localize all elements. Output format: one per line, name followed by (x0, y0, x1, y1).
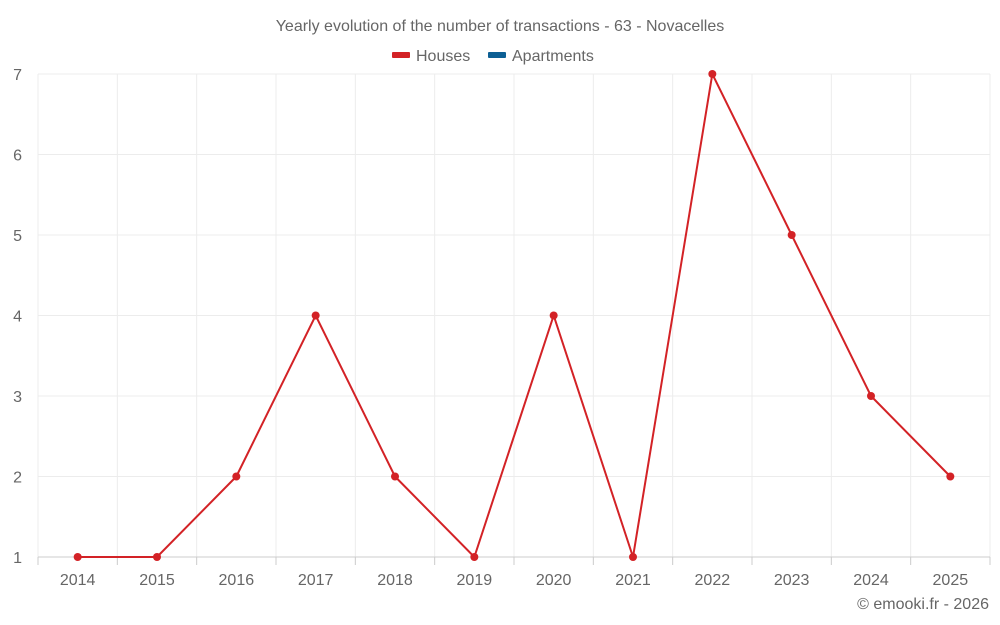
x-tick-label: 2014 (60, 572, 96, 589)
data-point-houses-2016[interactable] (232, 472, 241, 481)
credit-text: © emooki.fr - 2026 (857, 596, 989, 613)
y-tick-label: 7 (13, 67, 22, 84)
x-tick-label: 2020 (536, 572, 572, 589)
axes (37, 556, 991, 565)
data-point-houses-2019[interactable] (470, 553, 479, 561)
data-point-houses-2020[interactable] (549, 311, 558, 320)
y-tick-label: 3 (13, 389, 22, 406)
data-point-houses-2017[interactable] (311, 311, 320, 320)
grid (37, 73, 991, 557)
x-tick-label: 2017 (298, 572, 334, 589)
x-tick-label: 2022 (695, 572, 731, 589)
data-point-houses-2021[interactable] (629, 553, 637, 561)
y-tick-label: 1 (13, 550, 22, 567)
data-point-houses-2023[interactable] (787, 231, 796, 239)
x-tick-label: 2021 (615, 572, 651, 589)
legend-item-houses[interactable]: Houses (392, 48, 470, 65)
legend-label-apartments: Apartments (512, 48, 594, 65)
x-tick-label: 2019 (457, 572, 493, 589)
data-point-houses-2015[interactable] (153, 553, 161, 561)
legend-swatch-houses (392, 52, 410, 58)
x-tick-labels: 2014 2015 2016 2017 2018 2019 2020 2021 2022 2023… (60, 572, 968, 589)
y-tick-label: 5 (13, 228, 22, 245)
data-point-houses-2018[interactable] (391, 472, 399, 481)
legend-swatch-apartments (488, 52, 506, 58)
y-tick-labels: 1 2 3 4 5 6 7 (13, 67, 22, 567)
series-line-houses (77, 70, 952, 559)
x-tick-label: 2024 (853, 572, 889, 589)
data-point-houses-2022[interactable] (708, 70, 717, 78)
x-tick-label: 2025 (933, 572, 969, 589)
series (73, 70, 955, 561)
legend-label-houses: Houses (416, 48, 470, 65)
x-tick-label: 2016 (219, 572, 255, 589)
y-tick-label: 6 (13, 148, 22, 165)
y-tick-label: 4 (13, 309, 22, 326)
y-tick-label: 2 (13, 470, 22, 487)
data-point-houses-2024[interactable] (867, 392, 875, 400)
x-tick-label: 2018 (377, 572, 413, 589)
data-point-houses-2014[interactable] (73, 553, 82, 561)
legend: Houses Apartments (392, 48, 594, 65)
chart-title: Yearly evolution of the number of transa… (276, 18, 725, 35)
legend-item-apartments[interactable]: Apartments (488, 48, 594, 65)
x-tick-label: 2023 (774, 572, 810, 589)
x-tick-label: 2015 (139, 572, 175, 589)
data-point-houses-2025[interactable] (946, 472, 955, 481)
